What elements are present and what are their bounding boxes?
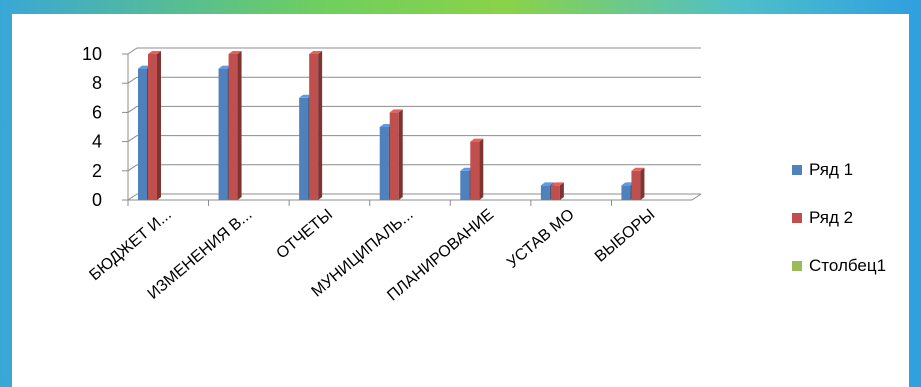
y-tick-label: 6 — [92, 102, 102, 122]
chart-area: 0 2 4 6 8 10 БЮДЖЕТ И... ИЗМЕНЕНИЯ В... ОТЧЕТЫ М… — [12, 14, 909, 387]
y-tick-labels: 0 2 4 6 8 10 — [82, 44, 102, 210]
legend-swatch — [792, 213, 802, 223]
bar — [309, 51, 323, 200]
y-tick-label: 8 — [92, 73, 102, 93]
x-tick-labels: БЮДЖЕТ И...ИЗМЕНЕНИЯ В... ОТЧЕТЫМУНИЦИПАЛ… — [86, 206, 658, 305]
gridline — [127, 76, 138, 84]
bar — [228, 51, 242, 200]
legend: Ряд 1 Ряд 2 Столбец1 — [792, 160, 886, 304]
bar-chart: 0 2 4 6 8 10 БЮДЖЕТ И...ИЗМЕНЕНИЯ В... ОТЧЕТЫМ… — [82, 44, 702, 305]
x-tick-label: УСТАВ МО — [504, 206, 578, 272]
y-tick-label: 0 — [92, 190, 102, 210]
legend-item: Ряд 2 — [792, 208, 886, 228]
gridline — [127, 193, 138, 201]
bar — [389, 109, 403, 200]
y-tick-label: 10 — [82, 44, 102, 64]
gridline — [127, 47, 138, 55]
legend-swatch — [792, 261, 802, 271]
x-tick-label: БЮДЖЕТ И... — [86, 206, 175, 284]
legend-label: Ряд 1 — [809, 160, 854, 179]
floor-edge — [691, 193, 702, 201]
bar — [148, 51, 161, 200]
x-tick-label: ВЫБОРЫ — [592, 206, 658, 266]
gridline — [127, 105, 138, 113]
legend-item: Столбец1 — [792, 256, 886, 276]
y-tick-label: 2 — [92, 161, 102, 181]
bars — [138, 51, 645, 200]
legend-label: Столбец1 — [809, 256, 887, 275]
y-tick-label: 4 — [92, 132, 102, 152]
bar — [631, 167, 645, 200]
gridline — [127, 164, 138, 172]
gridline — [127, 135, 138, 143]
gridlines — [127, 47, 701, 201]
legend-swatch — [792, 165, 802, 175]
legend-label: Ряд 2 — [809, 208, 854, 227]
x-tick-label: ОТЧЕТЫ — [273, 206, 336, 262]
bar — [550, 182, 564, 200]
legend-item: Ряд 1 — [792, 160, 886, 180]
bar — [470, 138, 484, 200]
